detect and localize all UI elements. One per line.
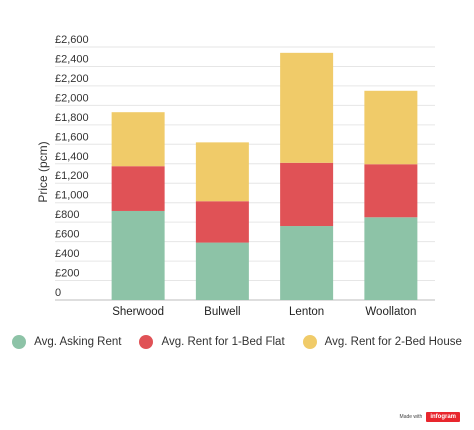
legend-label-asking-rent: Avg. Asking Rent xyxy=(34,336,122,348)
bar-segment-woollaton-series-0[interactable] xyxy=(364,217,418,300)
y-axis-ticks: 0 £200 £400 £600 £800 £1,000 £1,200 £1,400 £1,60… xyxy=(55,34,89,299)
bar-segment-lenton-series-1[interactable] xyxy=(280,162,334,227)
y-axis-title: Price (pcm) xyxy=(36,141,50,202)
legend-label-2-bed-house: Avg. Rent for 2-Bed House xyxy=(324,336,462,348)
y-tick-label: £2,000 xyxy=(55,92,89,104)
y-tick-label: £1,000 xyxy=(55,190,89,202)
y-tick-label: £2,600 xyxy=(55,34,89,46)
stacked-bar-chart: 0 £200 £400 £600 £800 £1,000 £1,200 £1,400 £1,60… xyxy=(36,34,435,318)
y-tick-label: £1,800 xyxy=(55,112,89,124)
bar-segment-bulwell-series-1[interactable] xyxy=(195,201,249,243)
bar-segment-bulwell-series-0[interactable] xyxy=(195,242,249,300)
y-tick-label: 0 xyxy=(55,287,61,299)
y-tick-label: £2,400 xyxy=(55,53,89,65)
bar-segment-lenton-series-0[interactable] xyxy=(280,226,334,300)
y-tick-label: £600 xyxy=(55,229,79,241)
legend: Avg. Asking Rent Avg. Rent for 1-Bed Fla… xyxy=(0,335,474,349)
credit-text: Made with xyxy=(399,414,423,420)
y-tick-label: £200 xyxy=(55,268,79,280)
legend-item-1-bed-flat[interactable]: Avg. Rent for 1-Bed Flat xyxy=(139,335,285,349)
bar-segment-lenton-series-2[interactable] xyxy=(280,52,334,163)
bar-segment-bulwell-series-2[interactable] xyxy=(195,142,249,202)
x-category-label: Sherwood xyxy=(112,306,164,318)
x-axis-categories: Sherwood Bulwell Lenton Woollaton xyxy=(112,306,416,318)
y-tick-label: £1,400 xyxy=(55,151,89,163)
legend-swatch-asking-rent xyxy=(12,335,27,349)
bars xyxy=(111,52,418,300)
x-category-label: Lenton xyxy=(289,306,324,318)
x-category-label: Woollaton xyxy=(365,306,416,318)
bar-segment-sherwood-series-1[interactable] xyxy=(111,166,165,211)
made-with-credit[interactable]: Made with infogram xyxy=(400,412,460,422)
bar-segment-sherwood-series-2[interactable] xyxy=(111,112,165,167)
x-category-label: Bulwell xyxy=(204,306,240,318)
y-tick-label: £1,600 xyxy=(55,131,89,143)
legend-item-asking-rent[interactable]: Avg. Asking Rent xyxy=(12,335,121,349)
bar-segment-woollaton-series-1[interactable] xyxy=(364,164,418,218)
legend-label-1-bed-flat: Avg. Rent for 1-Bed Flat xyxy=(161,336,285,348)
y-tick-label: £800 xyxy=(55,209,79,221)
infogram-logo: infogram xyxy=(426,412,460,422)
bar-segment-woollaton-series-2[interactable] xyxy=(364,90,418,165)
legend-swatch-2-bed-house xyxy=(302,335,317,349)
y-tick-label: £400 xyxy=(55,248,79,260)
legend-item-2-bed-house[interactable]: Avg. Rent for 2-Bed House xyxy=(302,335,462,349)
legend-swatch-1-bed-flat xyxy=(139,335,154,349)
bar-segment-sherwood-series-0[interactable] xyxy=(111,210,165,300)
y-tick-label: £1,200 xyxy=(55,170,89,182)
y-tick-label: £2,200 xyxy=(55,73,89,85)
